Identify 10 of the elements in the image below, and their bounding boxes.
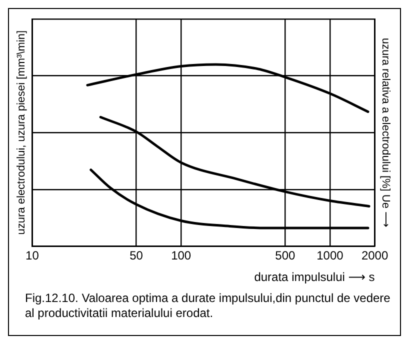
x-tick-label: 50: [130, 248, 144, 263]
x-tick-label: 10: [26, 248, 40, 263]
x-tick-label: 100: [171, 248, 192, 263]
x-tick-label: 500: [275, 248, 296, 263]
x-tick-label: 1000: [316, 248, 344, 263]
x-axis-title: durata impulsului ⟶ s: [254, 270, 375, 284]
y2-axis-title: uzura relativa a electrodului [%] Ue ⟶: [379, 38, 392, 228]
x-tick-label: 2000: [361, 248, 388, 263]
caption: Fig.12.10. Valoarea optima a durate impulsului,din punctul de vedere al productivitatii materialului erodat.: [24, 290, 392, 321]
y-axis-title: uzura electrodului, uzura piesei [mm³\min]: [16, 30, 28, 235]
